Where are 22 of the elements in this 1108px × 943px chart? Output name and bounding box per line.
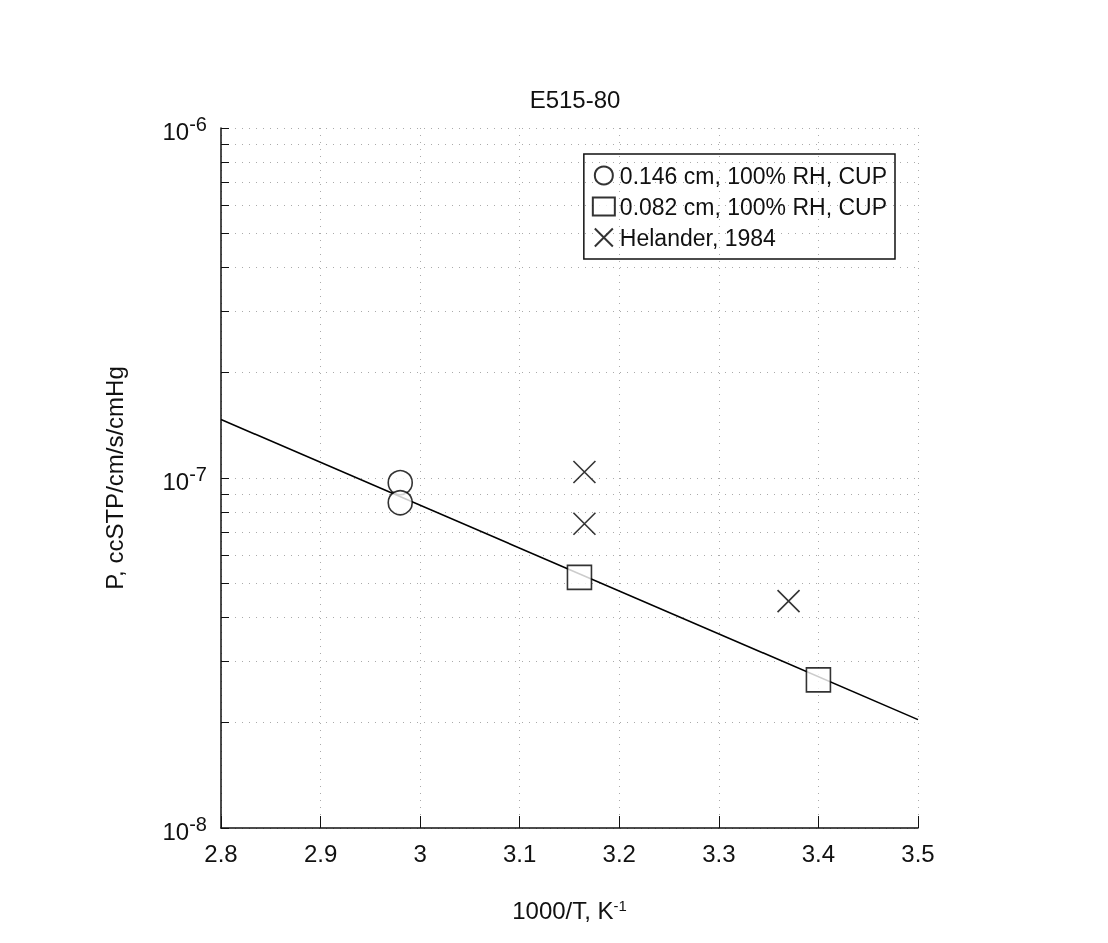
- legend-label: Helander, 1984: [619, 224, 777, 251]
- y-axis-title: P, ccSTP/cm/s/cmHg: [100, 366, 128, 590]
- x-tick-label: 3: [413, 840, 427, 868]
- point: [776, 589, 801, 613]
- legend-label: 0.146 cm, 100% RH, CUP: [619, 162, 888, 189]
- point: [572, 460, 597, 484]
- point: [566, 564, 593, 591]
- point: [572, 511, 597, 536]
- y-tick-label: 10$^{-7}$: [162, 462, 207, 496]
- x-tick-label: 3.1: [503, 840, 537, 868]
- x-tick-label: 3.2: [602, 840, 636, 868]
- legend-label: 0.082 cm, 100% RH, CUP: [619, 193, 888, 220]
- point: [387, 489, 414, 516]
- point: [805, 667, 832, 693]
- chart-title: E515-80: [529, 85, 621, 113]
- x-tick-label: 3.4: [801, 840, 836, 868]
- y-tick-label: 10$^{-8}$: [162, 813, 207, 845]
- x-tick-label: 3.5: [901, 840, 935, 868]
- x-tick-label: 3.3: [702, 840, 736, 868]
- y-tick-label: 10$^{-6}$: [162, 112, 207, 146]
- x-tick-label: 2.8: [204, 840, 238, 868]
- x-tick-label: 2.9: [303, 840, 338, 868]
